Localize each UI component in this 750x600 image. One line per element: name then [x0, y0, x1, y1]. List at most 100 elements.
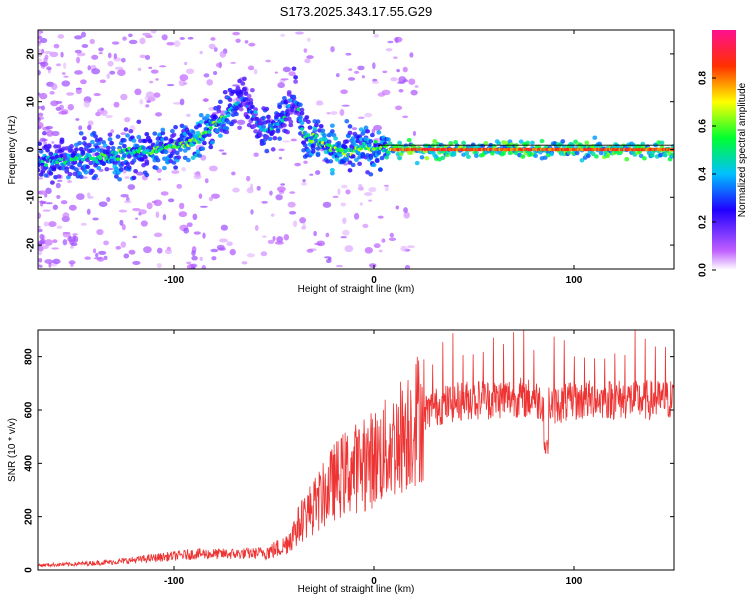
spectrogram-noise-cell: [98, 47, 104, 52]
spectrogram-noise-cell: [72, 233, 79, 236]
spectrogram-cell: [102, 143, 108, 148]
spectrogram-cell: [350, 162, 356, 168]
spectrogram-cell: [107, 137, 113, 142]
spectrogram-noise-cell: [124, 176, 130, 179]
spectrogram-noise-cell: [38, 212, 42, 220]
spectrogram-cell: [170, 128, 175, 134]
spectrogram-noise-cell: [364, 192, 373, 196]
spectrogram-cell: [302, 130, 308, 136]
spectrogram-noise-cell: [38, 30, 42, 36]
spectrogram-noise-cell: [103, 255, 108, 261]
spectrogram-noise-cell: [38, 225, 41, 229]
spectrogram-noise-cell: [134, 88, 142, 96]
spectrogram-noise-cell: [151, 200, 157, 203]
spectrogram-cell: [474, 150, 479, 155]
spectrogram-noise-cell: [120, 57, 126, 63]
spectrogram-cell: [250, 88, 255, 93]
spectrogram-cell: [200, 146, 206, 151]
spectrogram-noise-cell: [167, 198, 175, 203]
spectrogram-cell: [67, 172, 73, 177]
spectrogram-cell: [126, 165, 132, 170]
spectrogram-noise-cell: [75, 87, 83, 90]
spectrogram-noise-cell: [244, 40, 249, 44]
spectrogram-cell: [320, 128, 326, 133]
spectrogram-cell: [368, 155, 374, 161]
spectrogram-cell: [315, 152, 321, 158]
spectrogram-cell: [496, 141, 502, 146]
spectrogram-noise-cell: [93, 93, 101, 97]
spectrogram-noise-cell: [98, 250, 107, 255]
spectrogram-noise-cell: [182, 82, 188, 85]
spectrogram-cell: [144, 131, 150, 137]
spectrogram-cell: [173, 124, 179, 130]
spectrogram-cell: [461, 140, 466, 146]
spectrogram-noise-cell: [369, 263, 377, 268]
spectrogram-cell: [258, 132, 263, 138]
spectrogram-noise-cell: [221, 152, 227, 155]
spectrogram-noise-cell: [287, 201, 296, 208]
spectrogram-noise-cell: [166, 42, 175, 46]
spectrogram-noise-cell: [39, 61, 49, 67]
spectrogram-noise-cell: [39, 92, 48, 100]
spectrogram-noise-cell: [60, 200, 68, 205]
spectrogram-cell: [122, 153, 127, 159]
spectrogram-noise-cell: [83, 100, 90, 108]
spectrogram-cell: [46, 143, 52, 149]
spectrogram-noise-cell: [164, 248, 172, 255]
spectrogram-noise-cell: [38, 121, 44, 129]
spectrogram-noise-cell: [61, 80, 71, 87]
figure-title: S173.2025.343.17.55.G29: [280, 4, 433, 19]
spectrogram-cell: [327, 143, 332, 148]
spectrogram-noise-cell: [261, 200, 268, 204]
spectrogram-cell: [387, 141, 393, 146]
spectrogram-noise-cell: [186, 222, 193, 228]
spectrogram-cell: [83, 170, 89, 175]
spectrogram-cell: [131, 175, 137, 180]
spectrogram-cell: [154, 149, 159, 154]
spectrogram-noise-cell: [402, 66, 408, 73]
spectrogram-cell: [85, 164, 90, 170]
spectrogram-noise-cell: [364, 112, 373, 118]
spectrogram-cell: [163, 149, 169, 155]
spectrogram-cell: [642, 156, 647, 161]
snr-y-ticks: 0 200 400 600 800: [24, 348, 674, 573]
spectrogram-noise-cell: [56, 194, 61, 199]
spectrogram-noise-cell: [387, 40, 394, 44]
spectrogram-cell: [144, 172, 150, 178]
spectrogram-noise-cell: [315, 170, 321, 175]
spectrogram-noise-cell: [58, 111, 68, 115]
spectrogram-cell: [171, 160, 177, 165]
spectrogram-noise-cell: [226, 241, 233, 247]
spectrogram-noise-cell: [272, 235, 276, 242]
y-tick-label: -20: [26, 237, 37, 252]
spectrogram-cell: [91, 148, 97, 153]
spectrogram-cell: [174, 150, 180, 156]
spectrogram-x-label: Height of straight line (km): [298, 284, 415, 295]
spectrogram-cell: [227, 97, 233, 103]
spectrogram-cell: [384, 143, 389, 148]
spectrogram-cell: [107, 132, 113, 137]
spectrogram-cell: [55, 160, 60, 165]
spectrogram-cell: [238, 107, 244, 112]
spectrogram-noise-cell: [107, 60, 114, 67]
spectrogram-noise-cell: [340, 202, 346, 207]
spectrogram-noise-cell: [199, 205, 208, 208]
spectrogram-cell: [234, 111, 239, 117]
spectrogram-cell: [300, 127, 304, 131]
spectrogram-cell: [131, 138, 137, 143]
spectrogram-noise-cell: [210, 248, 219, 253]
spectrogram-cell: [216, 108, 222, 113]
spectrogram-cell: [38, 141, 42, 146]
spectrogram-noise-cell: [306, 37, 311, 42]
spectrogram-noise-cell: [145, 54, 151, 60]
spectrogram-cell: [206, 132, 212, 137]
spectrogram-noise-cell: [345, 52, 352, 56]
spectrogram-cell: [242, 76, 247, 81]
spectrogram-noise-cell: [139, 54, 147, 59]
spectrogram-noise-cell: [96, 228, 104, 236]
spectrogram-cell: [466, 154, 471, 159]
spectrogram-y-ticks: -20 -10 0 10 20: [26, 48, 674, 252]
spectrogram-noise-cell: [201, 264, 207, 269]
spectrogram-cell: [584, 140, 590, 145]
spectrogram-cell: [198, 119, 204, 125]
